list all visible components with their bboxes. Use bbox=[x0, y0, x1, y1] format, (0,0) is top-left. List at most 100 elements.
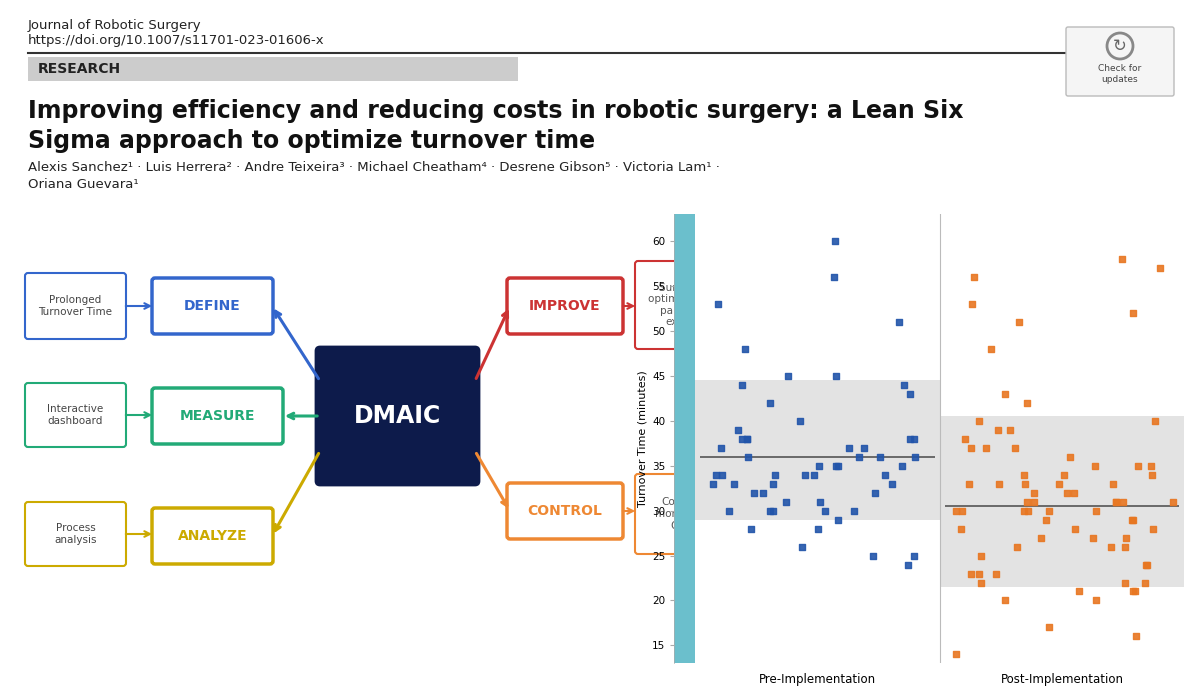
Point bbox=[970, 568, 989, 579]
Point bbox=[706, 469, 725, 480]
FancyBboxPatch shape bbox=[25, 383, 126, 447]
Point bbox=[1126, 586, 1145, 597]
Point bbox=[996, 388, 1015, 399]
Point bbox=[720, 505, 739, 516]
Bar bbox=[940, 416, 1184, 587]
Point bbox=[808, 523, 827, 534]
Point bbox=[827, 460, 846, 471]
Point bbox=[1018, 496, 1037, 507]
Point bbox=[809, 460, 828, 471]
Point bbox=[1128, 460, 1147, 471]
Text: Journal of Robotic Surgery: Journal of Robotic Surgery bbox=[28, 19, 202, 32]
Point bbox=[1024, 487, 1043, 498]
Point bbox=[792, 541, 811, 552]
Point bbox=[955, 433, 974, 444]
Point bbox=[961, 442, 980, 453]
Point bbox=[1142, 469, 1162, 480]
Text: Surgical tray
optimization and
parallel task
execution.: Surgical tray optimization and parallel … bbox=[648, 283, 736, 328]
Point bbox=[776, 496, 796, 507]
Point bbox=[1009, 316, 1028, 328]
Point bbox=[1007, 541, 1026, 552]
FancyBboxPatch shape bbox=[28, 57, 518, 81]
Point bbox=[1084, 532, 1103, 543]
Point bbox=[738, 433, 757, 444]
Point bbox=[905, 550, 924, 561]
Point bbox=[1135, 577, 1154, 588]
Point bbox=[754, 487, 773, 498]
Point bbox=[736, 343, 755, 354]
Point bbox=[738, 451, 757, 462]
Point bbox=[1116, 541, 1135, 552]
Point bbox=[972, 577, 991, 588]
Point bbox=[980, 343, 1000, 354]
Point bbox=[1123, 514, 1142, 525]
FancyBboxPatch shape bbox=[635, 474, 746, 554]
Point bbox=[728, 424, 748, 435]
FancyBboxPatch shape bbox=[152, 388, 283, 444]
Point bbox=[1014, 505, 1033, 516]
Point bbox=[895, 379, 914, 390]
Point bbox=[977, 442, 996, 453]
Point bbox=[1103, 478, 1122, 489]
Point bbox=[1015, 469, 1034, 480]
Point bbox=[1151, 263, 1170, 274]
Text: Alexis Sanchez¹ · Luis Herrera² · Andre Teixeira³ · Michael Cheatham⁴ · Desrene : Alexis Sanchez¹ · Luis Herrera² · Andre … bbox=[28, 161, 720, 174]
Point bbox=[826, 236, 845, 247]
Point bbox=[1015, 478, 1034, 489]
Point bbox=[844, 505, 863, 516]
Text: Interactive
dashboard: Interactive dashboard bbox=[47, 404, 103, 426]
FancyBboxPatch shape bbox=[1066, 27, 1174, 96]
Point bbox=[889, 316, 908, 328]
FancyBboxPatch shape bbox=[635, 261, 749, 349]
FancyBboxPatch shape bbox=[316, 347, 479, 485]
Point bbox=[953, 505, 972, 516]
Point bbox=[1122, 514, 1141, 525]
Point bbox=[712, 442, 731, 453]
Point bbox=[1031, 532, 1050, 543]
Point bbox=[1112, 254, 1132, 265]
Point bbox=[1057, 487, 1076, 498]
Point bbox=[865, 487, 884, 498]
Point bbox=[761, 505, 780, 516]
Text: IMPROVE: IMPROVE bbox=[529, 299, 601, 313]
Point bbox=[883, 478, 902, 489]
Point bbox=[947, 649, 966, 660]
Point bbox=[971, 550, 990, 561]
Point bbox=[725, 478, 744, 489]
Point bbox=[828, 514, 847, 525]
Point bbox=[901, 433, 920, 444]
Point bbox=[1146, 415, 1165, 426]
Point bbox=[796, 469, 815, 480]
Point bbox=[1114, 496, 1133, 507]
Point bbox=[1066, 523, 1085, 534]
Point bbox=[961, 568, 980, 579]
Point bbox=[1086, 595, 1105, 606]
Text: ANALYZE: ANALYZE bbox=[178, 529, 247, 543]
Point bbox=[947, 505, 966, 516]
Point bbox=[1039, 505, 1058, 516]
Point bbox=[713, 469, 732, 480]
Point bbox=[1124, 307, 1144, 319]
Text: Sigma approach to optimize turnover time: Sigma approach to optimize turnover time bbox=[28, 129, 595, 153]
FancyBboxPatch shape bbox=[25, 502, 126, 566]
Point bbox=[1069, 586, 1088, 597]
Text: Improving efficiency and reducing costs in robotic surgery: a Lean Six: Improving efficiency and reducing costs … bbox=[28, 99, 964, 123]
Point bbox=[709, 299, 728, 310]
Point bbox=[970, 415, 989, 426]
Point bbox=[761, 397, 780, 408]
Text: CONTROL: CONTROL bbox=[528, 504, 602, 518]
FancyBboxPatch shape bbox=[152, 508, 274, 564]
Point bbox=[703, 478, 722, 489]
Point bbox=[1018, 397, 1037, 408]
Point bbox=[1086, 505, 1105, 516]
Point bbox=[986, 568, 1006, 579]
Point bbox=[1064, 487, 1084, 498]
Point bbox=[779, 370, 798, 381]
Point bbox=[962, 299, 982, 310]
Point bbox=[826, 370, 845, 381]
Point bbox=[744, 487, 763, 498]
Point bbox=[810, 496, 829, 507]
Point bbox=[959, 478, 978, 489]
Point bbox=[870, 451, 889, 462]
Point bbox=[1025, 496, 1044, 507]
